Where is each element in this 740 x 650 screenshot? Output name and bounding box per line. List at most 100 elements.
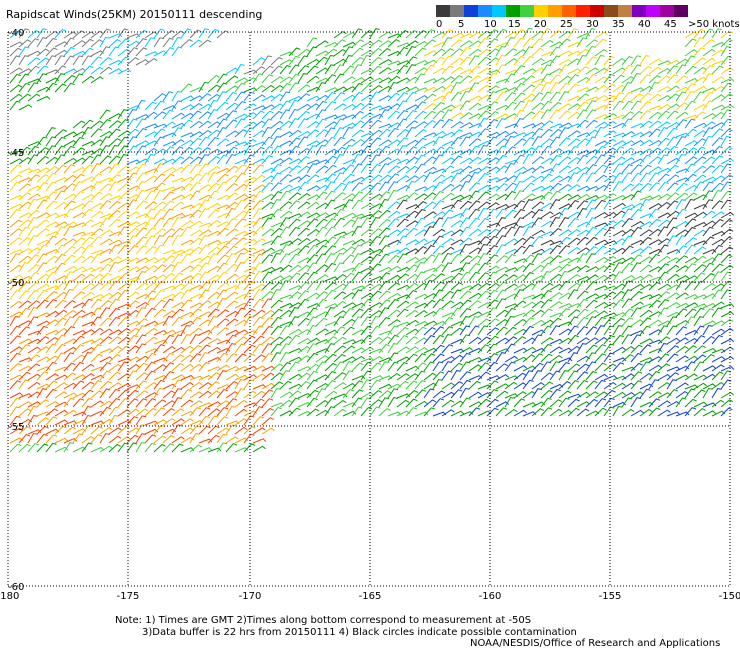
wind-barb — [324, 87, 339, 93]
wind-barb — [108, 336, 122, 345]
wind-barb — [684, 55, 696, 66]
wind-barb — [513, 289, 524, 300]
wind-barb — [18, 82, 30, 93]
wind-barb — [90, 181, 102, 192]
legend-swatch — [590, 5, 604, 17]
wind-barb — [657, 85, 672, 93]
wind-barb — [603, 162, 614, 174]
wind-barb — [207, 84, 221, 93]
wind-barb — [477, 290, 490, 300]
wind-barb — [90, 425, 103, 435]
wind-barb — [216, 298, 227, 309]
wind-barb — [477, 157, 491, 165]
wind-barb — [27, 65, 40, 75]
wind-barb — [135, 355, 149, 363]
wind-barb — [594, 245, 607, 255]
wind-barb — [405, 353, 418, 363]
wind-barb — [351, 176, 366, 183]
wind-barb — [234, 418, 248, 426]
wind-barb — [288, 82, 300, 93]
wind-barb — [450, 212, 465, 219]
wind-barb — [522, 244, 534, 255]
wind-barb — [639, 164, 652, 174]
wind-barb — [459, 226, 471, 237]
wind-barb — [315, 298, 327, 309]
wind-barb — [459, 122, 474, 129]
wind-barb — [171, 418, 185, 426]
wind-barb — [666, 345, 680, 354]
wind-barb — [234, 164, 247, 174]
wind-barb — [36, 73, 48, 84]
wind-barb — [279, 370, 290, 381]
wind-barb — [405, 156, 419, 165]
wind-barb — [441, 391, 455, 399]
wind-barb — [603, 181, 615, 192]
wind-barb — [135, 257, 150, 264]
wind-barb — [216, 91, 227, 102]
wind-barb — [477, 228, 491, 237]
wind-barb — [171, 379, 183, 390]
wind-barb — [270, 56, 283, 66]
legend-swatch — [674, 5, 688, 17]
wind-barb — [288, 307, 299, 318]
wind-barb — [432, 307, 444, 318]
wind-barb — [351, 76, 366, 84]
wind-barb — [423, 361, 435, 372]
wind-barb — [711, 28, 723, 39]
wind-barb — [675, 365, 690, 372]
wind-barb — [162, 352, 174, 363]
wind-barb — [378, 343, 390, 354]
wind-barb — [126, 199, 138, 210]
wind-barb — [306, 408, 320, 417]
wind-barb — [234, 329, 249, 336]
wind-barb — [666, 264, 680, 273]
wind-barb — [603, 335, 616, 345]
wind-barb — [72, 273, 86, 282]
wind-barb — [675, 397, 687, 408]
wind-barb — [585, 293, 600, 300]
wind-barb — [702, 91, 714, 102]
wind-barb — [450, 48, 464, 57]
wind-barb — [225, 85, 239, 93]
wind-barb — [117, 409, 131, 417]
wind-barb — [45, 30, 59, 39]
wind-barb — [621, 397, 633, 408]
wind-barb — [387, 282, 401, 291]
wind-barb — [45, 290, 58, 300]
wind-barb — [585, 309, 599, 318]
wind-barb — [531, 408, 545, 417]
wind-barb — [441, 230, 456, 237]
wind-barb — [648, 74, 661, 84]
wind-barb — [315, 165, 329, 174]
wind-barb — [54, 262, 66, 273]
wind-barb — [45, 82, 57, 93]
wind-barb — [621, 64, 633, 75]
wind-barb — [675, 390, 689, 399]
wind-barb — [306, 212, 321, 219]
wind-barb — [486, 176, 501, 183]
wind-barb — [261, 182, 274, 192]
wind-barb — [180, 248, 195, 255]
wind-barb — [576, 337, 590, 345]
wind-barb — [675, 411, 690, 417]
wind-barb — [441, 37, 452, 48]
lat-label: -50 — [8, 278, 24, 289]
wind-barb — [387, 158, 402, 165]
wind-barb — [81, 321, 96, 327]
wind-barb — [99, 400, 113, 408]
wind-barb — [36, 371, 49, 381]
wind-barb — [459, 136, 471, 147]
wind-barb — [594, 325, 605, 336]
wind-barb — [486, 136, 498, 147]
wind-barb — [423, 267, 438, 273]
wind-barb — [81, 273, 95, 282]
wind-barb — [216, 347, 231, 354]
wind-barb — [9, 406, 21, 417]
wind-barb — [324, 245, 337, 255]
wind-barb — [585, 281, 598, 291]
wind-barb — [423, 226, 434, 237]
wind-barb — [594, 256, 608, 264]
wind-barb — [63, 346, 77, 354]
wind-barb — [666, 127, 678, 138]
wind-barb — [423, 172, 434, 183]
